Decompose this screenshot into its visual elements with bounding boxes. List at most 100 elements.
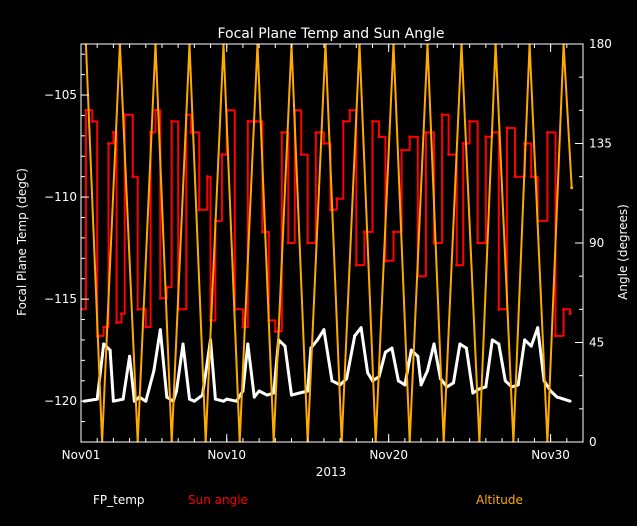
series-point-sun-angle bbox=[505, 126, 509, 130]
series-point-sun-angle bbox=[408, 135, 412, 139]
series-point-sun-angle bbox=[529, 175, 533, 179]
series-point-fp-temp bbox=[555, 395, 559, 399]
series-line-altitude bbox=[84, 44, 573, 442]
legend-altitude: Altitude bbox=[476, 493, 523, 507]
series-point-fp-temp bbox=[315, 338, 319, 342]
series-point-sun-angle bbox=[273, 329, 277, 333]
series-point-fp-temp bbox=[458, 342, 462, 346]
series-point-fp-temp bbox=[516, 383, 520, 387]
series-point-fp-temp bbox=[152, 369, 156, 373]
series-point-sun-angle bbox=[84, 108, 88, 112]
series-point-fp-temp bbox=[322, 328, 326, 332]
x-tick-label: Nov30 bbox=[531, 448, 570, 462]
series-line-sun-angle bbox=[81, 109, 571, 337]
axes-group: Nov01 Nov10 Nov20 Nov30 −105 −110 −115 −120 0 45 9… bbox=[44, 37, 612, 462]
series-point-fp-temp bbox=[366, 371, 370, 375]
series-point-sun-angle bbox=[553, 334, 557, 338]
series-point-fp-temp bbox=[252, 395, 256, 399]
series-point-sun-angle bbox=[562, 307, 566, 311]
series-point-sun-angle bbox=[424, 130, 428, 134]
series-point-sun-angle bbox=[90, 119, 94, 123]
series-point-fp-temp bbox=[562, 397, 566, 401]
series-point-sun-angle bbox=[362, 230, 366, 234]
legend-fp-temp: FP_temp bbox=[93, 493, 145, 507]
series-point-sun-angle bbox=[205, 175, 209, 179]
plot-area bbox=[81, 44, 574, 442]
series-point-sun-angle bbox=[254, 119, 258, 123]
x-tick-label: Nov01 bbox=[62, 448, 101, 462]
series-point-fp-temp bbox=[187, 397, 191, 401]
y-tick-label-left: −105 bbox=[44, 88, 77, 102]
series-point-fp-temp bbox=[128, 354, 132, 358]
series-point-fp-temp bbox=[144, 399, 148, 403]
y-tick-label-right: 90 bbox=[589, 236, 604, 250]
series-point-sun-angle bbox=[260, 230, 264, 234]
series-point-fp-temp bbox=[290, 393, 294, 397]
series-point-fp-temp bbox=[306, 389, 310, 393]
series-point-sun-angle bbox=[348, 108, 352, 112]
y-tick-label-right: 135 bbox=[589, 137, 612, 151]
series-point-sun-angle bbox=[377, 135, 381, 139]
series-point-fp-temp bbox=[353, 334, 357, 338]
series-point-sun-angle bbox=[170, 119, 174, 123]
series-point-fp-temp bbox=[484, 385, 488, 389]
y-tick-label-right: 180 bbox=[589, 37, 612, 51]
series-point-sun-angle bbox=[484, 135, 488, 139]
series-point-fp-temp bbox=[490, 338, 494, 342]
series-point-sun-angle bbox=[513, 175, 517, 179]
series-point-fp-temp bbox=[158, 328, 162, 332]
y-tick-label-right: 45 bbox=[589, 336, 604, 350]
series-point-sun-angle bbox=[119, 312, 123, 316]
series-point-fp-temp bbox=[257, 389, 261, 393]
y-tick-label-left: −120 bbox=[44, 394, 77, 408]
series-point-sun-angle bbox=[497, 307, 501, 311]
series-point-sun-angle bbox=[246, 119, 250, 123]
series-point-sun-angle bbox=[476, 241, 480, 245]
series-point-fp-temp bbox=[477, 387, 481, 391]
series-point-sun-angle bbox=[144, 325, 148, 329]
series-point-fp-temp bbox=[464, 346, 468, 350]
y-tick-label-left: −110 bbox=[44, 190, 77, 204]
y-axis-label-left: Focal Plane Temp (degC) bbox=[15, 168, 29, 316]
series-point-sun-angle bbox=[107, 142, 111, 145]
series-point-fp-temp bbox=[409, 348, 413, 352]
series-point-sun-angle bbox=[153, 108, 157, 112]
series-point-sun-angle bbox=[545, 130, 549, 134]
series-point-fp-temp bbox=[192, 399, 196, 403]
series-point-sun-angle bbox=[568, 312, 572, 316]
series-point-sun-angle bbox=[314, 130, 318, 134]
series-point-sun-angle bbox=[241, 325, 245, 329]
y-tick-label-left: −115 bbox=[44, 292, 77, 306]
series-point-sun-angle bbox=[341, 119, 345, 123]
series-point-fp-temp bbox=[222, 399, 226, 403]
series-point-fp-temp bbox=[497, 342, 501, 346]
series-point-fp-temp bbox=[403, 383, 407, 387]
series-point-fp-temp bbox=[175, 389, 179, 393]
series-point-fp-temp bbox=[265, 393, 269, 397]
series-point-sun-angle bbox=[461, 142, 465, 145]
series-point-fp-temp bbox=[503, 379, 507, 383]
series-point-fp-temp bbox=[529, 344, 533, 348]
series-point-fp-temp bbox=[383, 350, 387, 354]
series-point-fp-temp bbox=[165, 395, 169, 399]
series-point-fp-temp bbox=[432, 342, 436, 346]
series-point-fp-temp bbox=[181, 342, 185, 346]
series-point-fp-temp bbox=[426, 369, 430, 373]
series-point-sun-angle bbox=[158, 296, 162, 300]
series-point-fp-temp bbox=[283, 344, 287, 348]
series-point-fp-temp bbox=[419, 383, 423, 387]
series-point-sun-angle bbox=[111, 130, 115, 134]
series-point-fp-temp bbox=[359, 326, 363, 330]
legend-sun-angle: Sun angle bbox=[188, 493, 248, 507]
series-point-sun-angle bbox=[280, 130, 284, 134]
series-point-sun-angle bbox=[299, 153, 303, 157]
chart-title: Focal Plane Temp and Sun Angle bbox=[217, 26, 444, 42]
series-point-fp-temp bbox=[111, 399, 115, 403]
series-point-fp-temp bbox=[298, 391, 302, 395]
series-line-fp-temp bbox=[83, 326, 571, 403]
y-axis-label-right: Angle (degrees) bbox=[616, 204, 630, 300]
series-point-sun-angle bbox=[286, 241, 290, 245]
series-point-sun-angle bbox=[306, 241, 310, 245]
series-point-fp-temp bbox=[121, 397, 125, 401]
